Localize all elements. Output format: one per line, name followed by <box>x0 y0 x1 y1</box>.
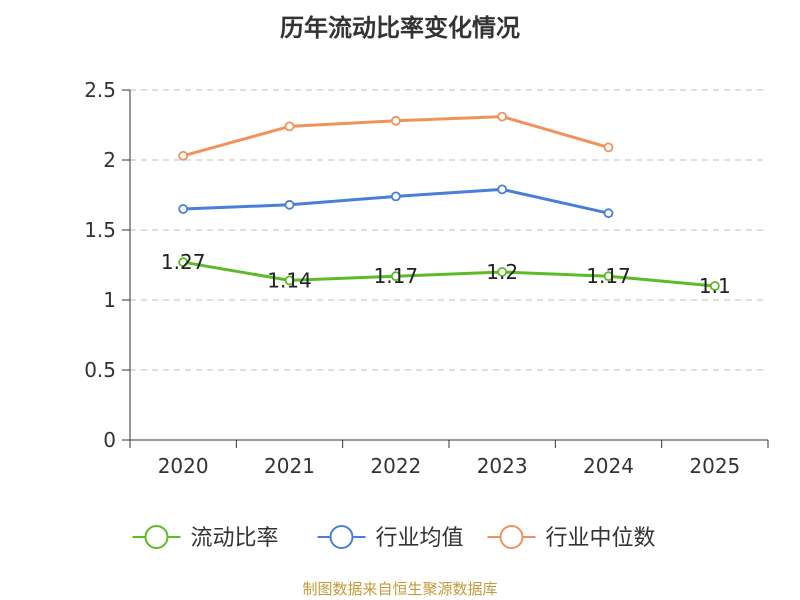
data-point <box>178 150 189 161</box>
data-point <box>603 208 614 219</box>
legend-label: 行业均值 <box>376 526 464 551</box>
data-point <box>178 257 189 268</box>
data-point <box>709 281 720 291</box>
data-label: 1.14 <box>267 268 312 292</box>
data-point <box>390 191 401 202</box>
data-point <box>284 275 295 286</box>
x-tick-label: 2023 <box>477 454 528 478</box>
series-line <box>182 260 715 288</box>
data-point <box>284 121 295 132</box>
y-tick-label: 0.5 <box>84 358 116 382</box>
data-point <box>603 142 614 153</box>
y-tick-label: 1.5 <box>84 218 116 242</box>
legend-label: 行业中位数 <box>546 526 656 551</box>
y-tick-label: 0 <box>103 428 116 452</box>
x-tick-label: 2022 <box>370 454 421 478</box>
x-tick-label: 2024 <box>583 454 634 478</box>
data-label: 1.17 <box>374 264 419 288</box>
data-source-note: 制图数据来自恒生聚源数据库 <box>302 580 498 598</box>
data-label: 1.17 <box>586 264 631 288</box>
y-tick-label: 1 <box>103 288 116 312</box>
data-point <box>284 199 295 210</box>
data-point <box>497 111 508 122</box>
y-tick-label: 2.5 <box>84 78 116 102</box>
data-label: 1.1 <box>699 274 731 298</box>
x-tick-label: 2021 <box>264 454 315 478</box>
legend-swatch-marker <box>329 525 354 549</box>
data-label: 1.2 <box>486 260 518 284</box>
data-point <box>390 115 401 126</box>
chart-title: 历年流动比率变化情况 <box>280 14 520 42</box>
x-tick-label: 2025 <box>689 454 740 478</box>
data-point <box>178 204 189 214</box>
legend-swatch-marker <box>499 525 524 549</box>
x-tick-label: 2020 <box>158 454 209 478</box>
legend-label: 流动比率 <box>191 526 279 551</box>
data-point <box>497 184 508 195</box>
data-point <box>497 267 508 277</box>
data-point <box>390 271 401 282</box>
y-tick-label: 2 <box>103 148 116 172</box>
data-point <box>603 271 614 282</box>
data-label: 1.27 <box>161 250 206 274</box>
legend-swatch-marker <box>144 525 169 549</box>
